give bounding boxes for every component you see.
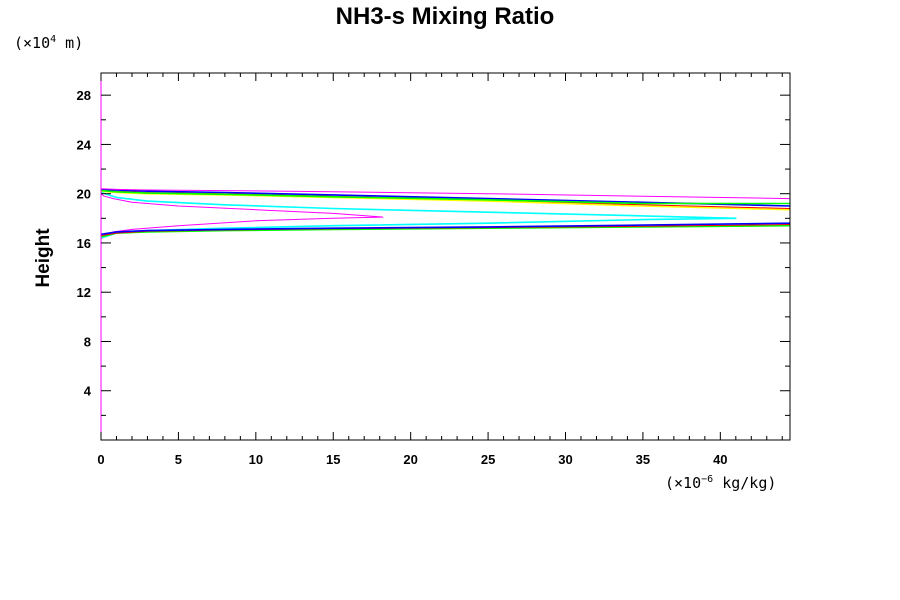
plot-frame xyxy=(100,72,791,441)
y-unit-exponent: 4 xyxy=(50,34,56,45)
x-unit-prefix: (×10 xyxy=(665,474,701,492)
x-tick-label-25: 25 xyxy=(481,452,495,467)
series-line-5 xyxy=(100,222,791,236)
chart-title: NH3-s Mixing Ratio xyxy=(336,3,555,30)
series-line-9 xyxy=(100,189,790,205)
series-line-8 xyxy=(100,188,791,207)
x-tick-layer: 0 5 10 15 20 25 30 35 40 xyxy=(97,73,783,467)
x-tick-label-10: 10 xyxy=(249,452,263,467)
y-tick-label-24: 24 xyxy=(77,137,92,152)
y-axis-label: Height xyxy=(33,228,54,288)
y-axis-unit: (×104 m) xyxy=(14,34,83,52)
y-tick-label-28: 28 xyxy=(77,88,91,103)
x-axis-unit: (×10−6 kg/kg) xyxy=(665,474,776,492)
series-line-10 xyxy=(100,188,791,200)
x-tick-label-20: 20 xyxy=(403,452,417,467)
x-unit-suffix: kg/kg) xyxy=(713,474,776,492)
x-tick-label-30: 30 xyxy=(558,452,572,467)
x-unit-exponent: −6 xyxy=(701,474,713,485)
y-tick-layer: 4 8 12 16 20 24 28 xyxy=(77,88,790,441)
x-tick-label-15: 15 xyxy=(326,452,340,467)
x-tick-label-0: 0 xyxy=(97,452,104,467)
x-tick-label-40: 40 xyxy=(713,452,727,467)
y-unit-prefix: (×10 xyxy=(14,34,50,52)
y-tick-label-4: 4 xyxy=(84,384,92,399)
y-unit-suffix: m) xyxy=(56,34,83,52)
x-tick-label-5: 5 xyxy=(175,452,182,467)
y-tick-label-16: 16 xyxy=(77,236,91,251)
series-layer xyxy=(100,188,791,240)
y-tick-label-12: 12 xyxy=(77,285,91,300)
y-tick-label-8: 8 xyxy=(84,334,91,349)
x-tick-label-35: 35 xyxy=(636,452,650,467)
y-tick-label-20: 20 xyxy=(77,187,91,202)
